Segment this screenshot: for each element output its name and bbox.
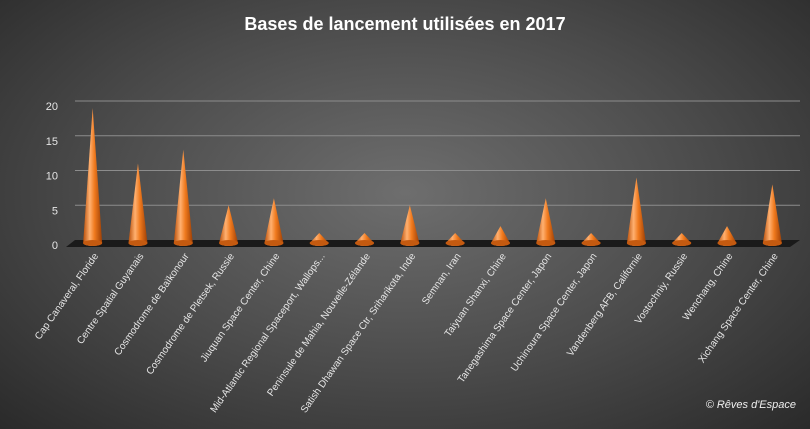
chart-title: Bases de lancement utilisées en 2017: [244, 14, 565, 34]
bar: [717, 226, 737, 246]
bar: [490, 226, 510, 246]
bar-base: [128, 240, 148, 246]
bar: [672, 233, 692, 246]
x-tick-label: Xichang Space Center, Chine: [697, 251, 782, 365]
bar: [309, 233, 329, 246]
x-tick-label: Jiuquan Space Center, Chine: [199, 251, 283, 364]
gridlines: [75, 100, 800, 206]
chart-floor: [66, 240, 800, 247]
bar-base: [355, 240, 375, 246]
bar-base: [264, 240, 284, 246]
bar: [400, 205, 420, 246]
bar-cone: [128, 163, 148, 246]
x-tick-label: Tanegashima Space Center, Japon: [456, 251, 554, 385]
bar-base: [445, 240, 465, 246]
y-tick-label: 15: [46, 136, 58, 148]
bar-base: [626, 240, 646, 246]
bar-base: [672, 240, 692, 246]
bar-base: [173, 240, 193, 246]
credit-label: © Rêves d'Espace: [706, 399, 796, 411]
x-tick-label: Cosmodrome de Baïkonour: [113, 251, 193, 358]
y-tick-label: 20: [46, 101, 58, 113]
bar-base: [219, 240, 239, 246]
x-tick-label: Wenchang, Chine: [681, 251, 736, 323]
bar-cone: [400, 205, 420, 246]
y-tick-label: 5: [52, 205, 58, 217]
bar: [83, 107, 103, 246]
y-tick-label: 0: [52, 240, 58, 252]
bar: [219, 205, 239, 246]
bar: [445, 233, 465, 246]
bar-cone: [83, 107, 103, 246]
bar: [626, 177, 646, 246]
bar-base: [400, 240, 420, 246]
bar-base: [490, 240, 510, 246]
bar-cone: [626, 177, 646, 246]
bar-base: [536, 240, 556, 246]
bar-base: [762, 240, 782, 246]
bar-cone: [173, 149, 193, 246]
bar-cone: [762, 184, 782, 246]
bar-base: [717, 240, 737, 246]
bar: [128, 163, 148, 246]
bar-cone: [219, 205, 239, 246]
bar: [264, 198, 284, 246]
x-tick-label: Cosmodrome de Pletsek, Russie: [145, 251, 238, 377]
bar-base: [83, 240, 103, 246]
bar-base: [309, 240, 329, 246]
x-tick-label: Semnan, Iran: [420, 251, 463, 306]
bar: [581, 233, 601, 246]
y-axis-ticks: 0 5 10 15 20: [46, 101, 58, 252]
bar: [762, 184, 782, 246]
bar: [355, 233, 375, 246]
bar-cone: [536, 198, 556, 246]
bar-base: [581, 240, 601, 246]
bars: [83, 107, 782, 246]
x-tick-label: Vandenberg AFB, Californie: [565, 251, 645, 359]
bar: [173, 149, 193, 246]
bar: [536, 198, 556, 246]
x-tick-label: Uchinoura Space Center, Japon: [509, 251, 599, 373]
bar-cone: [264, 198, 284, 246]
y-tick-label: 10: [46, 171, 58, 183]
